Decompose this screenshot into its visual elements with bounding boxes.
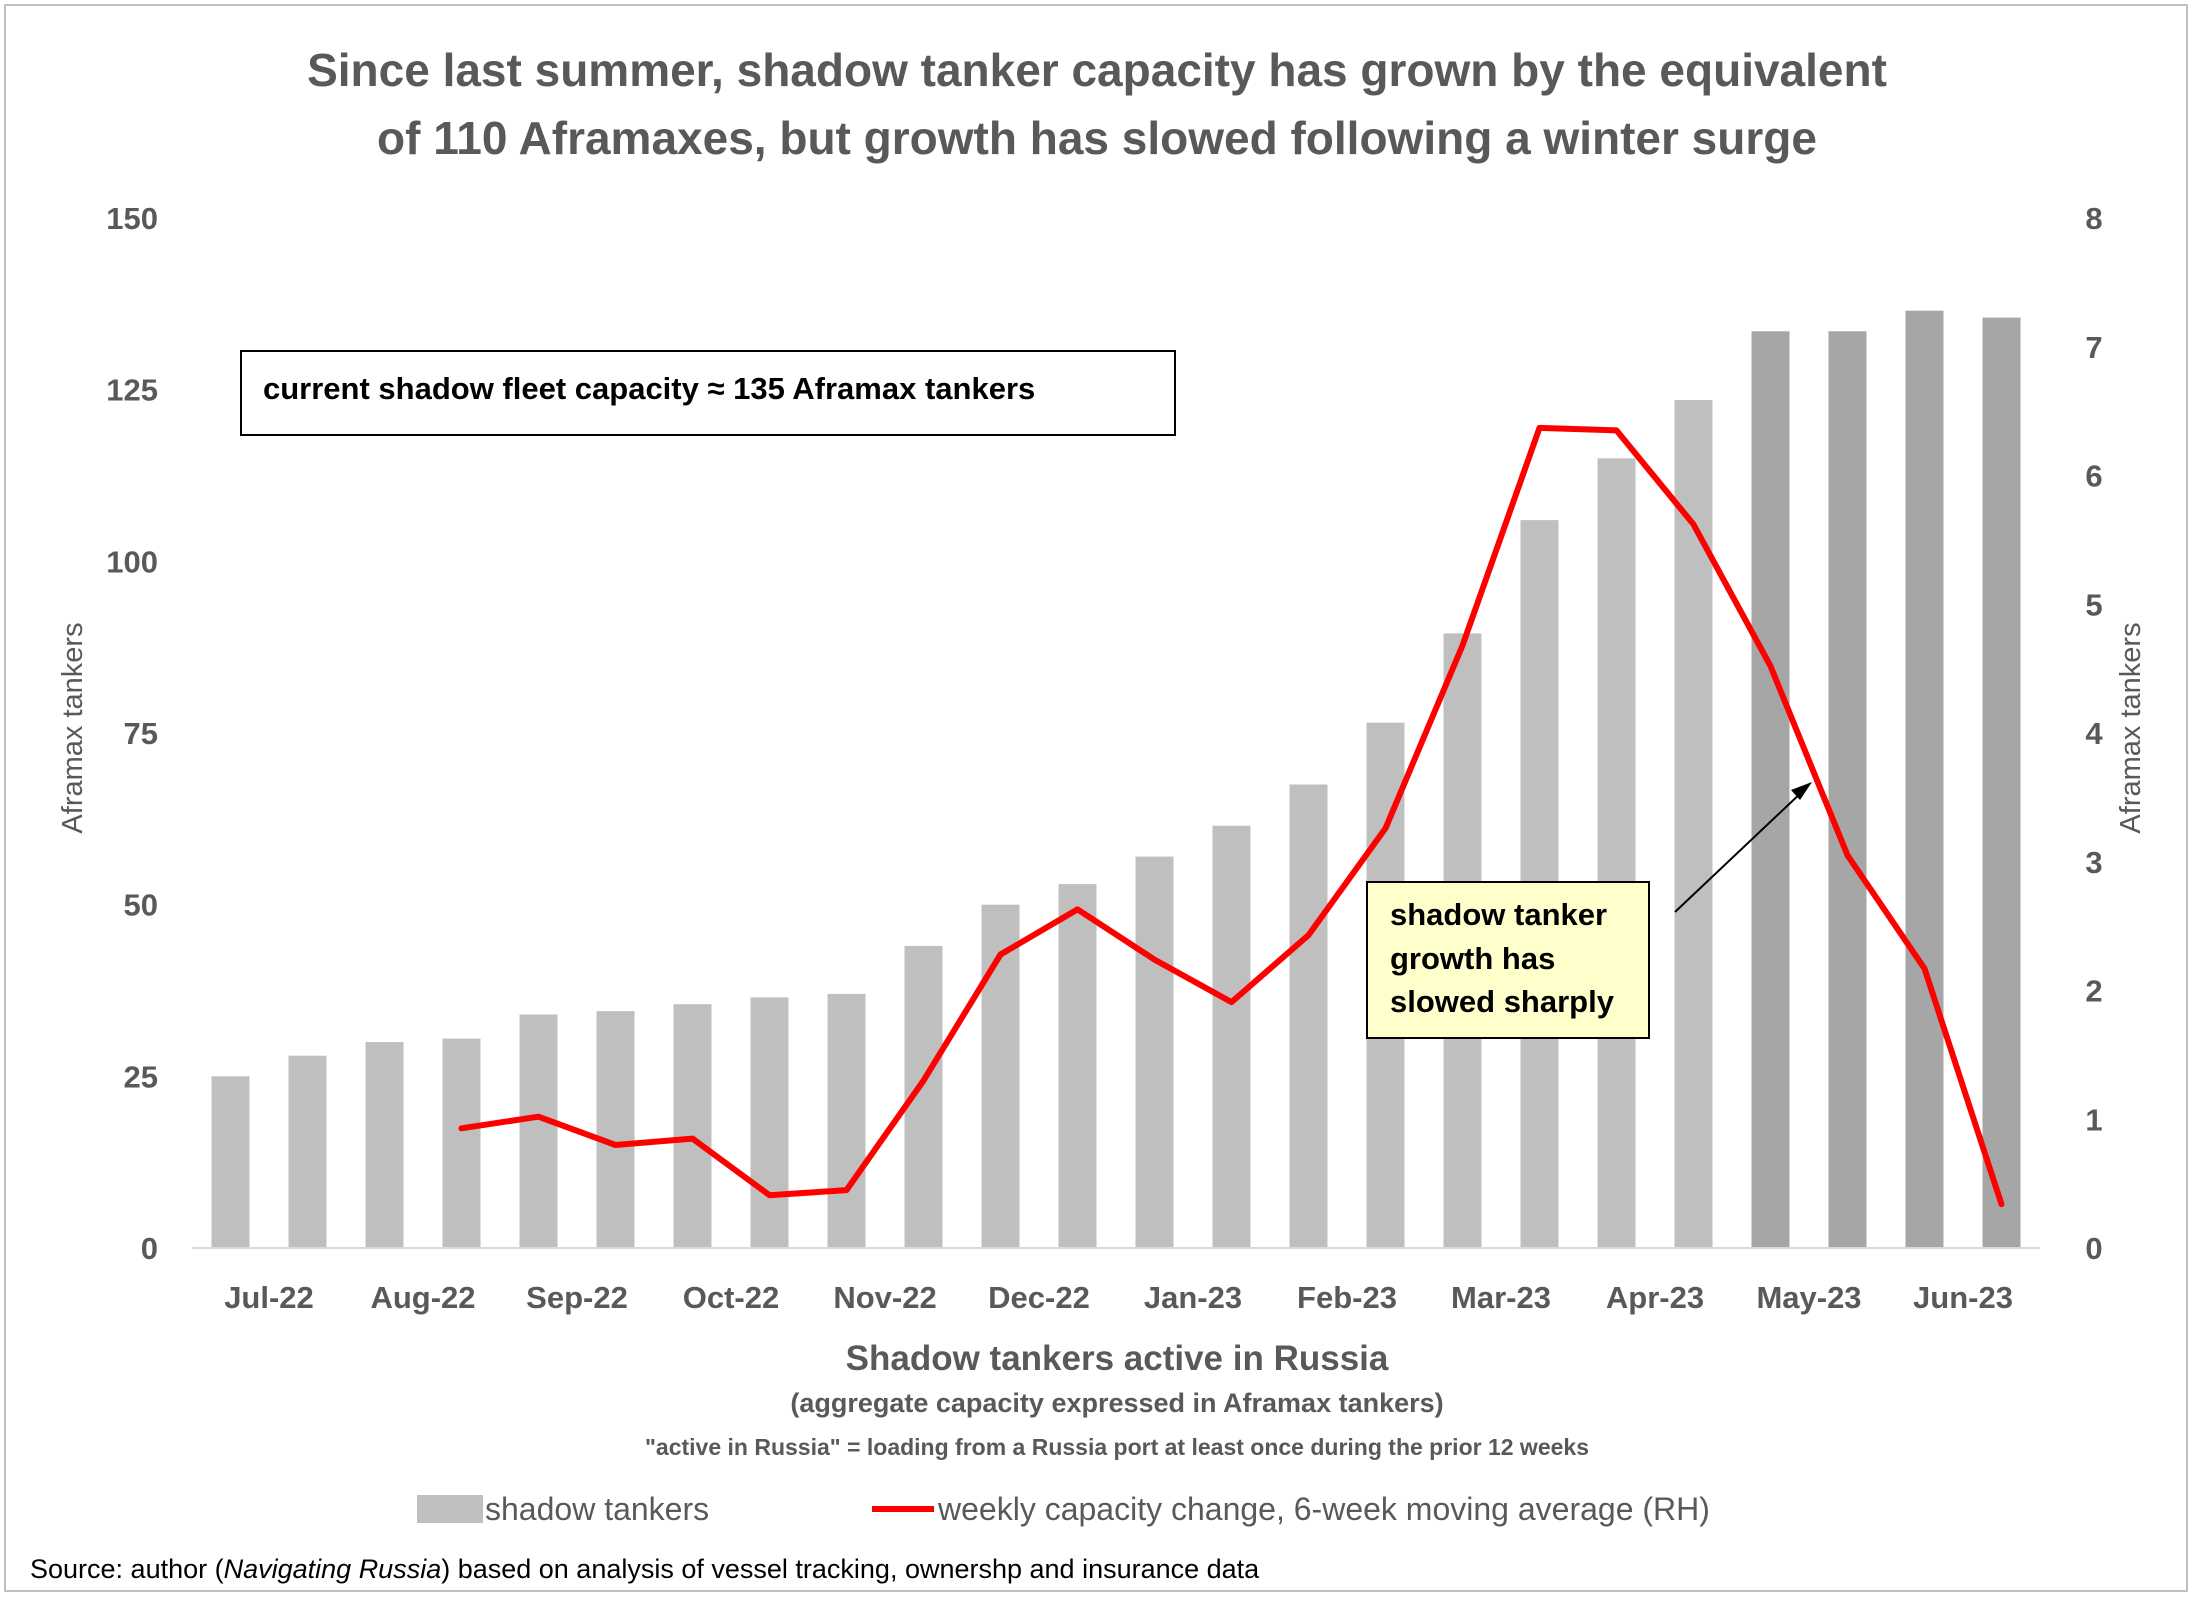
x-tick-label-2: Sep-22 xyxy=(526,1280,628,1315)
growth-callout-line2: growth has xyxy=(1390,941,1555,976)
y-axis-right-label: Aframax tankers xyxy=(2115,622,2147,833)
y-axis-right-ticks: 0 1 2 3 4 5 6 7 8 xyxy=(2085,201,2103,1266)
bar-3 xyxy=(442,1038,481,1248)
callout-arrowhead-icon xyxy=(1791,782,1812,800)
y2-tick-label-4: 4 xyxy=(2085,716,2103,751)
bar-20 xyxy=(1751,331,1790,1248)
bar-22 xyxy=(1905,310,1944,1248)
growth-callout-line1: shadow tanker xyxy=(1390,897,1607,932)
y2-tick-label-2: 2 xyxy=(2085,974,2102,1009)
y-axis-left-ticks: 0 25 50 75 100 125 150 xyxy=(106,201,158,1266)
legend: shadow tankers weekly capacity change, 6… xyxy=(417,1491,1710,1527)
y2-tick-label-6: 6 xyxy=(2085,459,2102,494)
source-prefix: Source: author ( xyxy=(30,1554,224,1584)
legend-line-label: weekly capacity change, 6-week moving av… xyxy=(937,1491,1710,1527)
x-axis-subtitle: (aggregate capacity expressed in Aframax… xyxy=(790,1388,1443,1418)
bar-4 xyxy=(519,1014,558,1248)
capacity-callout: current shadow fleet capacity ≈ 135 Afra… xyxy=(240,350,1176,436)
capacity-callout-box xyxy=(240,350,1176,436)
bar-series xyxy=(211,310,2021,1249)
x-tick-label-10: May-23 xyxy=(1756,1280,1861,1315)
y-tick-label-5: 125 xyxy=(106,373,158,408)
y-tick-label-3: 75 xyxy=(124,716,158,751)
x-tick-label-3: Oct-22 xyxy=(683,1280,779,1315)
bar-18 xyxy=(1597,458,1636,1248)
bar-14 xyxy=(1289,784,1328,1248)
x-tick-label-6: Jan-23 xyxy=(1144,1280,1242,1315)
x-tick-label-5: Dec-22 xyxy=(988,1280,1090,1315)
bar-7 xyxy=(750,997,789,1248)
y2-tick-label-1: 1 xyxy=(2085,1102,2102,1137)
x-tick-label-9: Apr-23 xyxy=(1606,1280,1704,1315)
y-tick-label-0: 0 xyxy=(141,1231,158,1266)
x-tick-label-1: Aug-22 xyxy=(370,1280,475,1315)
y-tick-label-4: 100 xyxy=(106,544,158,579)
capacity-callout-text: current shadow fleet capacity ≈ 135 Afra… xyxy=(263,371,1035,406)
bar-5 xyxy=(596,1011,635,1248)
x-axis-title: Shadow tankers active in Russia xyxy=(846,1339,1389,1378)
bar-12 xyxy=(1135,856,1174,1248)
y-tick-label-6: 150 xyxy=(106,201,158,236)
x-tick-label-11: Jun-23 xyxy=(1913,1280,2013,1315)
callout-arrow-line xyxy=(1674,789,1805,913)
bar-1 xyxy=(288,1055,327,1248)
growth-callout-box xyxy=(1366,881,1650,1039)
y2-tick-label-5: 5 xyxy=(2085,587,2102,622)
legend-bar-label: shadow tankers xyxy=(485,1491,709,1527)
bar-10 xyxy=(981,904,1020,1248)
y-tick-label-1: 25 xyxy=(124,1059,158,1094)
bar-11 xyxy=(1058,884,1097,1248)
x-axis-ticks: Jul-22 Aug-22 Sep-22 Oct-22 Nov-22 Dec-22 Jan-… xyxy=(224,1280,2013,1315)
line-series xyxy=(458,424,2005,1208)
source-italic: Navigating Russia xyxy=(224,1554,442,1584)
x-tick-label-4: Nov-22 xyxy=(833,1280,936,1315)
bar-2 xyxy=(365,1042,404,1248)
source-suffix: ) based on analysis of vessel tracking, … xyxy=(441,1554,1260,1584)
source-note: Source: author (Navigating Russia) based… xyxy=(30,1554,1260,1584)
bar-8 xyxy=(827,993,866,1248)
y2-tick-label-8: 8 xyxy=(2085,201,2102,236)
y2-tick-label-7: 7 xyxy=(2085,330,2102,365)
bar-21 xyxy=(1828,331,1867,1248)
x-tick-label-0: Jul-22 xyxy=(224,1280,314,1315)
y-axis-left-label: Aframax tankers xyxy=(57,622,89,833)
growth-callout: shadow tanker growth has slowed sharply xyxy=(1366,782,1812,1039)
growth-callout-line3: slowed sharply xyxy=(1390,984,1615,1019)
y-tick-label-2: 50 xyxy=(124,888,158,923)
bar-0 xyxy=(211,1076,250,1248)
bar-6 xyxy=(673,1004,712,1248)
legend-bar-swatch xyxy=(417,1495,483,1523)
chart-frame xyxy=(4,4,2188,1592)
y2-tick-label-0: 0 xyxy=(2085,1231,2102,1266)
bar-23 xyxy=(1982,317,2021,1249)
y2-tick-label-3: 3 xyxy=(2085,845,2102,880)
chart-title-line2: of 110 Aframaxes, but growth has slowed … xyxy=(377,112,1817,164)
bar-13 xyxy=(1212,825,1251,1248)
bar-19 xyxy=(1674,400,1713,1248)
x-tick-label-7: Feb-23 xyxy=(1297,1280,1397,1315)
chart-title-line1: Since last summer, shadow tanker capacit… xyxy=(307,44,1887,96)
x-axis-note: "active in Russia" = loading from a Russ… xyxy=(645,1434,1589,1460)
x-tick-label-8: Mar-23 xyxy=(1451,1280,1551,1315)
